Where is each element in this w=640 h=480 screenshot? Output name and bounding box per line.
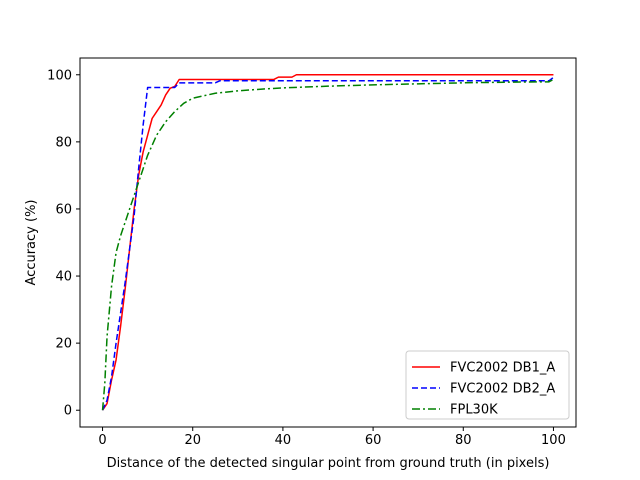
y-tick-label: 80 <box>55 135 72 150</box>
legend-label-2: FVC2002 DB2_A <box>450 382 555 397</box>
x-tick-label: 60 <box>365 433 382 448</box>
legend-label-1: FVC2002 DB1_A <box>450 361 555 376</box>
series-line-1 <box>101 74 554 411</box>
x-tick-label: 40 <box>275 433 292 448</box>
y-tick-label: 0 <box>64 404 72 419</box>
legend-label-3: FPL30K <box>450 403 498 418</box>
y-tick-label: 20 <box>55 337 72 352</box>
legend-frame <box>405 350 570 420</box>
y-axis-label: Accuracy (%) <box>24 200 39 286</box>
x-axis-ticks: 0 20 40 60 80 100 <box>98 427 566 448</box>
series-line-3 <box>101 78 554 411</box>
y-tick-label: 100 <box>47 68 72 83</box>
plot-frame <box>79 57 577 428</box>
series-layer <box>101 74 554 411</box>
x-tick-label: 100 <box>541 433 566 448</box>
y-axis-ticks: 0 20 40 60 80 100 <box>47 68 80 419</box>
x-axis-label: Distance of the detected singular point … <box>107 456 550 471</box>
x-tick-label: 80 <box>455 433 472 448</box>
legend: FVC2002 DB1_A FVC2002 DB2_A FPL30K <box>405 350 570 420</box>
series-line-2 <box>101 76 554 411</box>
y-tick-label: 40 <box>55 270 72 285</box>
x-tick-label: 20 <box>184 433 201 448</box>
x-tick-label: 0 <box>98 433 106 448</box>
y-tick-label: 60 <box>55 202 72 217</box>
